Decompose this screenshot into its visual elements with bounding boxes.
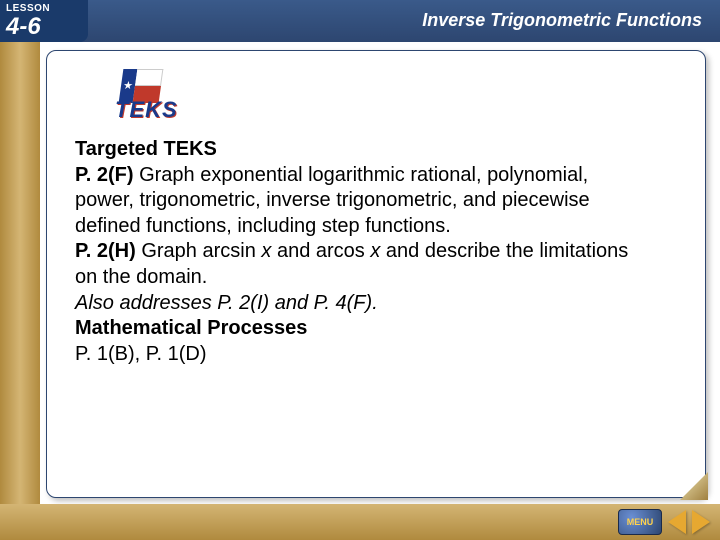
teks-logo: ★ TEKS xyxy=(115,69,205,129)
prev-arrow-icon[interactable] xyxy=(668,510,686,534)
teks-logo-text: TEKS xyxy=(115,97,178,123)
lesson-tab: LESSON 4-6 xyxy=(0,0,88,42)
p2h-label: P. 2(H) xyxy=(75,240,141,262)
p2h-var2: x xyxy=(370,240,380,262)
p2h-var1: x xyxy=(261,240,271,262)
mp-heading: Mathematical Processes xyxy=(75,317,307,339)
p2h-mid: and arcos xyxy=(271,240,370,262)
header-bar: LESSON 4-6 Inverse Trigonometric Functio… xyxy=(0,0,720,42)
body-text: Targeted TEKS P. 2(F) Graph exponential … xyxy=(75,137,635,367)
p2f-label: P. 2(F) xyxy=(75,164,139,186)
lesson-number: 4-6 xyxy=(6,14,82,40)
chapter-title: Inverse Trigonometric Functions xyxy=(422,0,720,31)
next-arrow-icon[interactable] xyxy=(692,510,710,534)
targeted-heading: Targeted TEKS xyxy=(75,138,217,160)
footer-bar: MENU xyxy=(0,504,720,540)
left-gold-band xyxy=(0,42,40,540)
content-frame: ★ TEKS Targeted TEKS P. 2(F) Graph expon… xyxy=(46,50,706,498)
mp-text: P. 1(B), P. 1(D) xyxy=(75,343,207,365)
p2h-pre: Graph arcsin xyxy=(141,240,261,262)
p2f-text: Graph exponential logarithmic rational, … xyxy=(75,164,590,237)
menu-button[interactable]: MENU xyxy=(618,509,662,535)
also-addresses: Also addresses P. 2(I) and P. 4(F). xyxy=(75,292,378,314)
